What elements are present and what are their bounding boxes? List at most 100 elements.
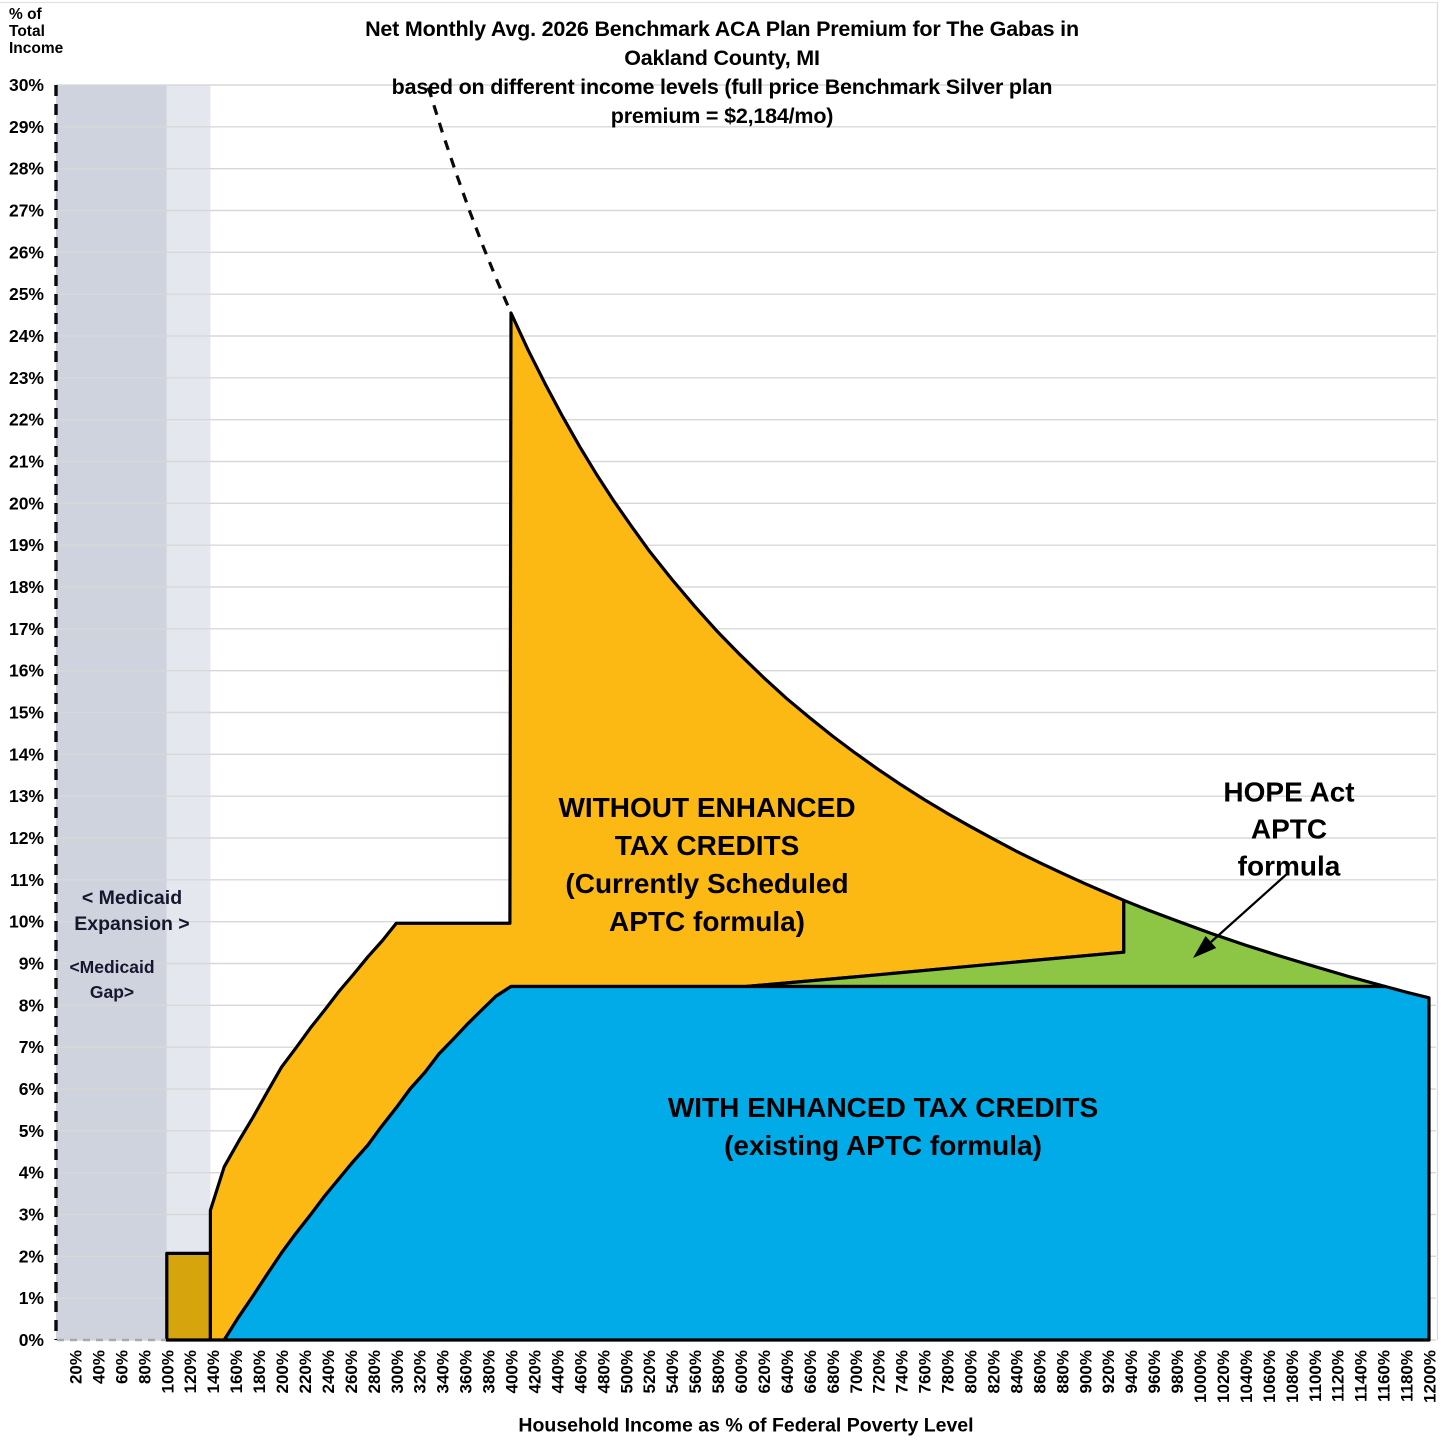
x-tick-label: 1100% [1306, 1350, 1325, 1402]
y-tick-label: 26% [9, 242, 44, 262]
x-tick-label: 200% [273, 1350, 292, 1393]
y-tick-label: 16% [9, 661, 44, 681]
hope-act-label: HOPE Act APTC formula [1223, 776, 1355, 882]
x-tick-label: 500% [617, 1350, 636, 1393]
x-tick-label: 420% [526, 1350, 545, 1393]
y-tick-label: 28% [9, 159, 44, 179]
x-tick-label: 1180% [1398, 1350, 1417, 1402]
x-tick-label: 180% [250, 1350, 269, 1393]
y-tick-label: 0% [19, 1330, 45, 1350]
x-tick-label: 160% [227, 1350, 246, 1393]
x-tick-label: 100% [158, 1350, 177, 1393]
x-tick-label: 560% [686, 1350, 705, 1393]
x-tick-label: 260% [342, 1350, 361, 1393]
y-tick-label: 11% [10, 870, 44, 890]
y-tick-label: 5% [19, 1121, 45, 1141]
y-tick-label: 12% [9, 828, 44, 848]
y-tick-label: 21% [9, 452, 44, 472]
x-tick-label: 280% [365, 1350, 384, 1393]
x-tick-label: 860% [1030, 1350, 1049, 1393]
x-tick-label: 640% [778, 1350, 797, 1393]
hope-arrow-line [1210, 872, 1289, 943]
full-price-dashed-line [426, 87, 513, 314]
x-tick-label: 20% [67, 1350, 86, 1384]
x-tick-label: 840% [1007, 1350, 1026, 1393]
x-tick-label: 40% [89, 1350, 108, 1384]
x-tick-label: 440% [548, 1350, 567, 1393]
x-tick-label: 120% [181, 1350, 200, 1393]
x-tick-label: 300% [388, 1350, 407, 1393]
x-tick-label: 800% [962, 1350, 981, 1393]
x-tick-label: 680% [824, 1350, 843, 1393]
x-tick-label: 780% [939, 1350, 958, 1393]
x-tick-label: 540% [663, 1350, 682, 1393]
x-tick-label: 740% [893, 1350, 912, 1393]
y-tick-label: 17% [9, 619, 44, 639]
y-tick-label: 24% [9, 326, 44, 346]
area-hope-act [744, 898, 1387, 989]
x-tick-label: 1060% [1260, 1350, 1279, 1403]
y-tick-label: 27% [9, 201, 44, 221]
x-tick-label: 380% [480, 1350, 499, 1393]
x-tick-label: 1160% [1375, 1350, 1394, 1402]
x-tick-label: 1080% [1283, 1350, 1302, 1403]
area-gap-strip [165, 1251, 212, 1342]
x-tick-label: 720% [870, 1350, 889, 1393]
y-tick-label: 30% [9, 75, 44, 95]
x-tick-label: 880% [1053, 1350, 1072, 1393]
x-tick-label: 340% [434, 1350, 453, 1393]
x-tick-label: 520% [640, 1350, 659, 1393]
x-tick-label: 1120% [1329, 1350, 1348, 1402]
x-tick-label: 600% [732, 1350, 751, 1393]
y-tick-label: 8% [19, 995, 45, 1015]
x-tick-label: 480% [594, 1350, 613, 1393]
x-tick-label: 980% [1168, 1350, 1187, 1393]
x-axis-title: Household Income as % of Federal Poverty… [518, 1414, 974, 1437]
x-tick-label: 1020% [1214, 1350, 1233, 1403]
x-tick-label: 400% [503, 1350, 522, 1393]
x-tick-label: 700% [847, 1350, 866, 1393]
y-tick-label: 18% [9, 577, 44, 597]
medicaid-expansion-label: < Medicaid Expansion > [74, 887, 190, 935]
y-tick-label: 2% [19, 1246, 45, 1266]
x-tick-label: 1200% [1421, 1350, 1440, 1403]
x-tick-label: 900% [1076, 1350, 1095, 1393]
x-tick-label: 320% [411, 1350, 430, 1393]
x-tick-label: 620% [755, 1350, 774, 1393]
x-tick-label: 360% [457, 1350, 476, 1393]
hope-arrowhead [1193, 936, 1217, 958]
y-tick-label: 10% [9, 912, 44, 932]
x-tick-label: 960% [1145, 1350, 1164, 1393]
x-tick-label: 140% [204, 1350, 223, 1393]
with-enhanced-area-label: WITH ENHANCED TAX CREDITS (existing APTC… [667, 1092, 1099, 1161]
x-tick-label: 920% [1099, 1350, 1118, 1393]
y-tick-label: 3% [19, 1205, 45, 1225]
x-tick-label: 220% [296, 1350, 315, 1393]
x-tick-label: 1140% [1352, 1350, 1371, 1402]
without-enhanced-area-label: WITHOUT ENHANCED TAX CREDITS (Currently … [558, 792, 856, 937]
y-tick-label: 20% [9, 493, 44, 513]
y-tick-label: 25% [9, 284, 44, 304]
chart-title: Net Monthly Avg. 2026 Benchmark ACA Plan… [365, 17, 1079, 128]
x-tick-label: 580% [709, 1350, 728, 1393]
x-tick-label: 1000% [1191, 1350, 1210, 1403]
y-tick-label: 6% [19, 1079, 45, 1099]
x-tick-label: 820% [985, 1350, 1004, 1393]
y-tick-label: 19% [9, 535, 44, 555]
y-tick-label: 15% [9, 703, 44, 723]
y-tick-label: 9% [19, 954, 45, 974]
y-tick-label: 23% [9, 368, 44, 388]
y-tick-label: 13% [9, 786, 44, 806]
x-tick-label: 660% [801, 1350, 820, 1393]
y-tick-label: 29% [9, 117, 44, 137]
y-tick-label: 4% [19, 1163, 45, 1183]
x-tick-label: 460% [571, 1350, 590, 1393]
area-with-enhanced [222, 984, 1431, 1342]
x-tick-label: 760% [916, 1350, 935, 1393]
y-axis-unit-label: % of Total Income [9, 6, 64, 57]
x-tick-label: 240% [319, 1350, 338, 1393]
y-tick-label: 22% [9, 410, 44, 430]
x-tick-label: 1040% [1237, 1350, 1256, 1403]
